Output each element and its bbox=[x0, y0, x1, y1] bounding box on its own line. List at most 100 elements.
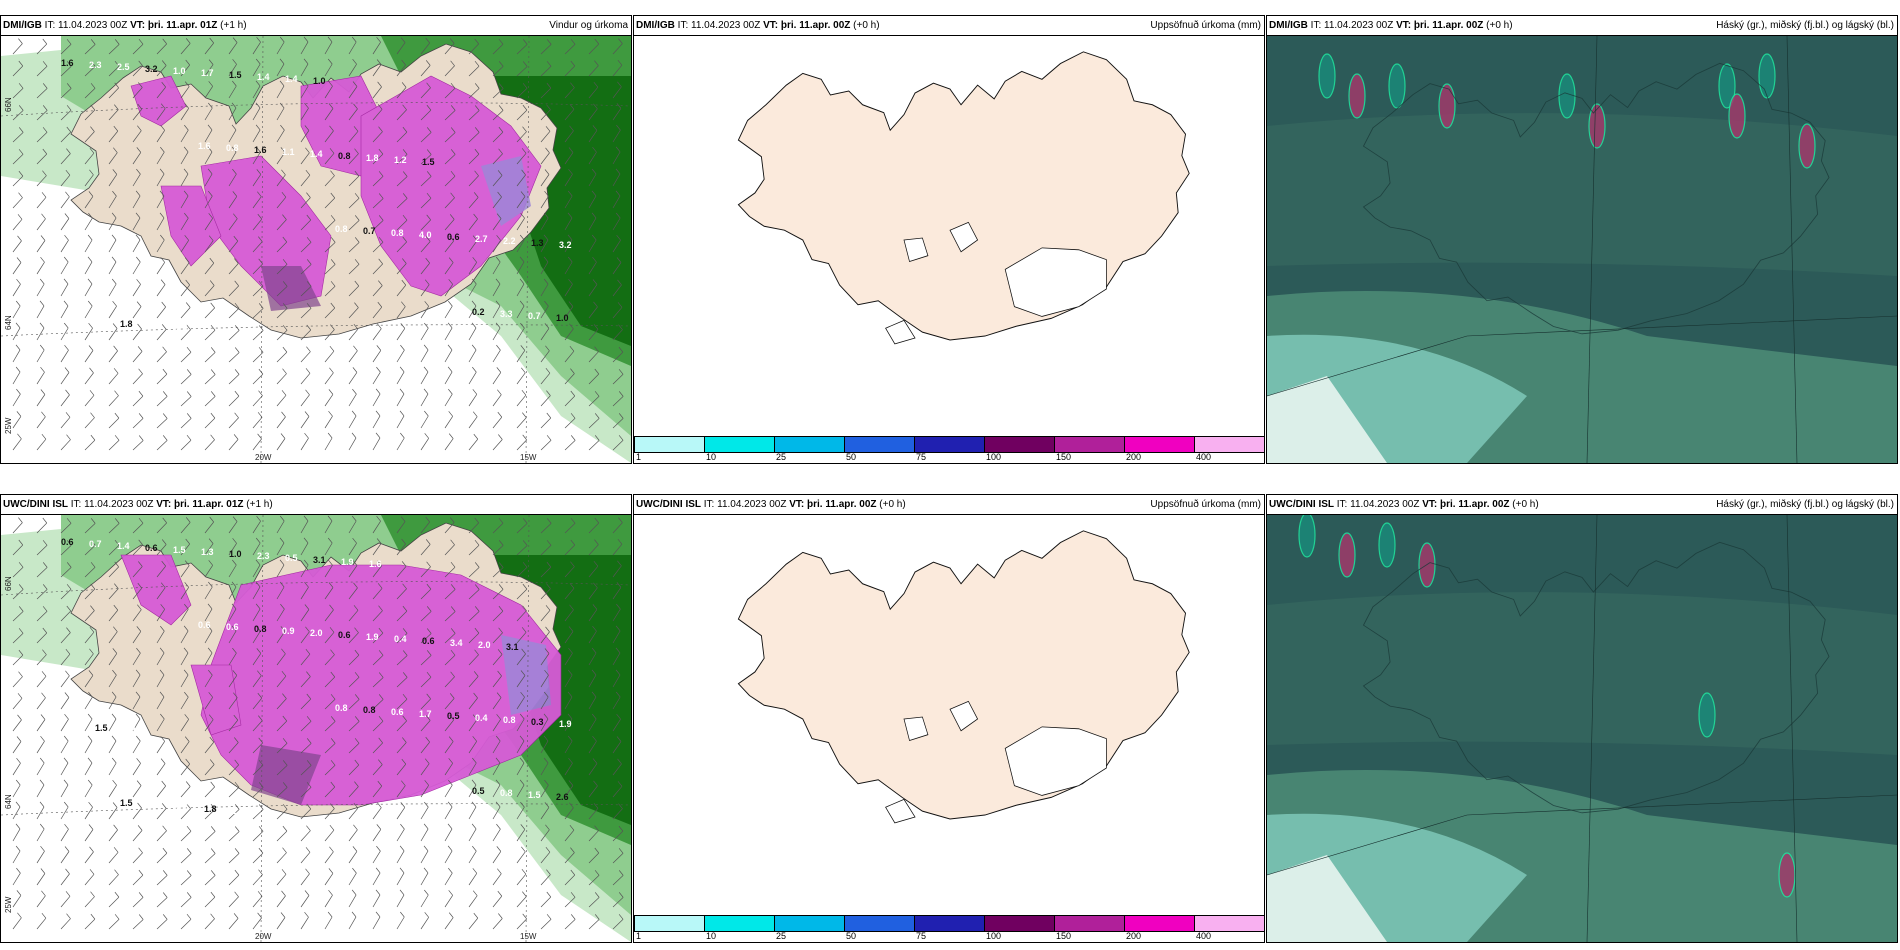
lead-time: (+0 h) bbox=[853, 20, 880, 31]
precip-value-label: 1.4 bbox=[285, 74, 298, 84]
colorbar-tick-label: 50 bbox=[846, 931, 857, 941]
graticule bbox=[1267, 36, 1897, 463]
valid-time: þri. 11.apr. 01Z bbox=[174, 499, 244, 510]
model-source: DMI/IGB bbox=[3, 20, 42, 31]
precip-value-label: 0.7 bbox=[363, 226, 376, 236]
colorbar-tick-label: 200 bbox=[1126, 931, 1142, 941]
colorbar-tick-label: 75 bbox=[916, 931, 927, 941]
colorbar-swatch bbox=[634, 915, 705, 932]
precip-value-label: 2.2 bbox=[503, 236, 516, 246]
model-source: DMI/IGB bbox=[636, 20, 675, 31]
precip-value-label: 0.8 bbox=[335, 224, 348, 234]
precip-value-label: 2.6 bbox=[556, 792, 569, 802]
precip-value-label: 0.6 bbox=[145, 543, 158, 553]
precip-value-label: 0.5 bbox=[447, 711, 460, 721]
colorbar-tick-label: 100 bbox=[986, 452, 1002, 462]
precip-value-label: 0.8 bbox=[363, 705, 376, 715]
colorbar-swatch bbox=[914, 436, 985, 453]
precip-value-label: 1.3 bbox=[531, 238, 544, 248]
precip-value-label: 1.6 bbox=[369, 559, 382, 569]
precip-value-label: 3.4 bbox=[450, 638, 463, 648]
precip-value-label: 0.6 bbox=[338, 630, 351, 640]
panel-clouds-dmi: DMI/IGB IT: 11.04.2023 00Z VT: þri. 11.a… bbox=[1266, 15, 1898, 464]
precip-value-label: 3.2 bbox=[559, 240, 572, 250]
colorbar-swatch bbox=[914, 915, 985, 932]
colorbar-tick-label: 150 bbox=[1056, 452, 1072, 462]
colorbar-tick-label: 25 bbox=[776, 452, 787, 462]
precip-value-label: 2.7 bbox=[475, 234, 488, 244]
colorbar-swatch bbox=[634, 436, 705, 453]
precip-value-label: 0.8 bbox=[335, 703, 348, 713]
precip-value-label: 1.9 bbox=[341, 557, 354, 567]
init-time: 11.04.2023 00Z bbox=[717, 499, 787, 510]
init-time: 11.04.2023 00Z bbox=[58, 20, 128, 31]
init-time: 11.04.2023 00Z bbox=[691, 20, 761, 31]
colorbar-tick-label: 100 bbox=[986, 931, 1002, 941]
colorbar-swatch bbox=[1124, 915, 1195, 932]
lon-label-20w: 20W bbox=[255, 932, 272, 941]
panel-header: DMI/IGB IT: 11.04.2023 00Z VT: þri. 11.a… bbox=[634, 16, 1264, 36]
precip-value-label: 1.4 bbox=[232, 806, 245, 816]
precip-value-label: 1.1 bbox=[282, 147, 295, 157]
wind-precip-map: 1.6 1.6 0.8 0.2 2.3 0.8 0.7 3.3 2.5 1.6 0.8 0.7 3.2 1… bbox=[1, 36, 631, 463]
precip-value-label: 0.4 bbox=[148, 800, 161, 810]
panel-header: UWC/DINI ISL IT: 11.04.2023 00Z VT: þri.… bbox=[1267, 495, 1897, 515]
colorbar-swatch bbox=[1194, 915, 1264, 932]
precip-value-label: 0.7 bbox=[528, 311, 541, 321]
precip-value-label: 2.6 bbox=[64, 315, 77, 325]
panel-title: Háský (gr.), miðský (fj.bl.) og lágský (… bbox=[1716, 20, 1894, 31]
cloud-cover-map bbox=[1267, 36, 1897, 463]
lon-label-15w: 15W bbox=[520, 453, 537, 462]
precip-value-label: 0.8 bbox=[338, 151, 351, 161]
panel-header: DMI/IGB IT: 11.04.2023 00Z VT: þri. 11.a… bbox=[1267, 16, 1897, 36]
colorbar-swatch bbox=[774, 436, 845, 453]
precip-value-label: 3.3 bbox=[500, 309, 513, 319]
graticule bbox=[1, 515, 631, 942]
precip-value-label: 1.2 bbox=[394, 155, 407, 165]
lead-time: (+0 h) bbox=[1512, 499, 1539, 510]
colorbar: 1 10 25 50 75 100 150 200 400 bbox=[634, 912, 1264, 942]
lat-label-25w: 25W bbox=[4, 417, 13, 434]
glaciers bbox=[885, 700, 1107, 824]
cloud-layers bbox=[1267, 592, 1897, 942]
colorbar-tick-label: 1 bbox=[636, 452, 642, 462]
precip-value-label: 0.4 bbox=[394, 634, 407, 644]
colorbar-swatch bbox=[1124, 436, 1195, 453]
panel-wind-precip-dmi: DMI/IGB IT: 11.04.2023 00Z VT: þri. 11.a… bbox=[0, 15, 632, 464]
lat-label-25w: 25W bbox=[4, 896, 13, 913]
precip-value-label: 2.1 bbox=[176, 323, 189, 333]
valid-time: þri. 11.apr. 00Z bbox=[807, 499, 877, 510]
precip-value-label: 3.2 bbox=[145, 64, 158, 74]
precip-value-label: 0.6 bbox=[447, 232, 460, 242]
panel-header: UWC/DINI ISL IT: 11.04.2023 00Z VT: þri.… bbox=[1, 495, 631, 515]
lat-label-66n: 66N bbox=[4, 576, 13, 591]
model-source: UWC/DINI ISL bbox=[3, 499, 68, 510]
panel-accum-precip-uwc: UWC/DINI ISL IT: 11.04.2023 00Z VT: þri.… bbox=[633, 494, 1265, 943]
colorbar-swatch bbox=[774, 915, 845, 932]
cloud-cover-map bbox=[1267, 515, 1897, 942]
precip-value-label: 0.6 bbox=[422, 636, 435, 646]
precip-value-label: 1.5 bbox=[422, 157, 435, 167]
precip-value-label: 0.8 bbox=[503, 715, 516, 725]
model-source: UWC/DINI ISL bbox=[1269, 499, 1334, 510]
precip-value-label: 1.8 bbox=[120, 319, 133, 329]
cloud-streaks bbox=[1318, 53, 1816, 169]
lat-label-66n: 66N bbox=[4, 97, 13, 112]
precip-value-label: 1.4 bbox=[257, 72, 270, 82]
valid-time: þri. 11.apr. 00Z bbox=[1413, 20, 1484, 31]
precip-value-label: 0.8 bbox=[254, 624, 267, 634]
colorbar-swatch bbox=[704, 436, 775, 453]
colorbar-swatch bbox=[984, 915, 1055, 932]
precip-value-label: 1.7 bbox=[419, 709, 432, 719]
lat-label-64n: 64N bbox=[4, 794, 13, 809]
precip-value-label: 2.5 bbox=[176, 802, 189, 812]
precip-value-label: 2.3 bbox=[89, 60, 102, 70]
precip-value-label: 0.4 bbox=[475, 713, 488, 723]
precip-value-label: 0.8 bbox=[500, 788, 513, 798]
precip-value-label: 1.4 bbox=[117, 541, 130, 551]
colorbar-swatch bbox=[1054, 436, 1125, 453]
model-source: UWC/DINI ISL bbox=[636, 499, 701, 510]
panel-clouds-uwc: UWC/DINI ISL IT: 11.04.2023 00Z VT: þri.… bbox=[1266, 494, 1898, 943]
panel-title: Uppsöfnuð úrkoma (mm) bbox=[1150, 499, 1261, 510]
panel-title: Vindur og úrkoma bbox=[549, 20, 628, 31]
